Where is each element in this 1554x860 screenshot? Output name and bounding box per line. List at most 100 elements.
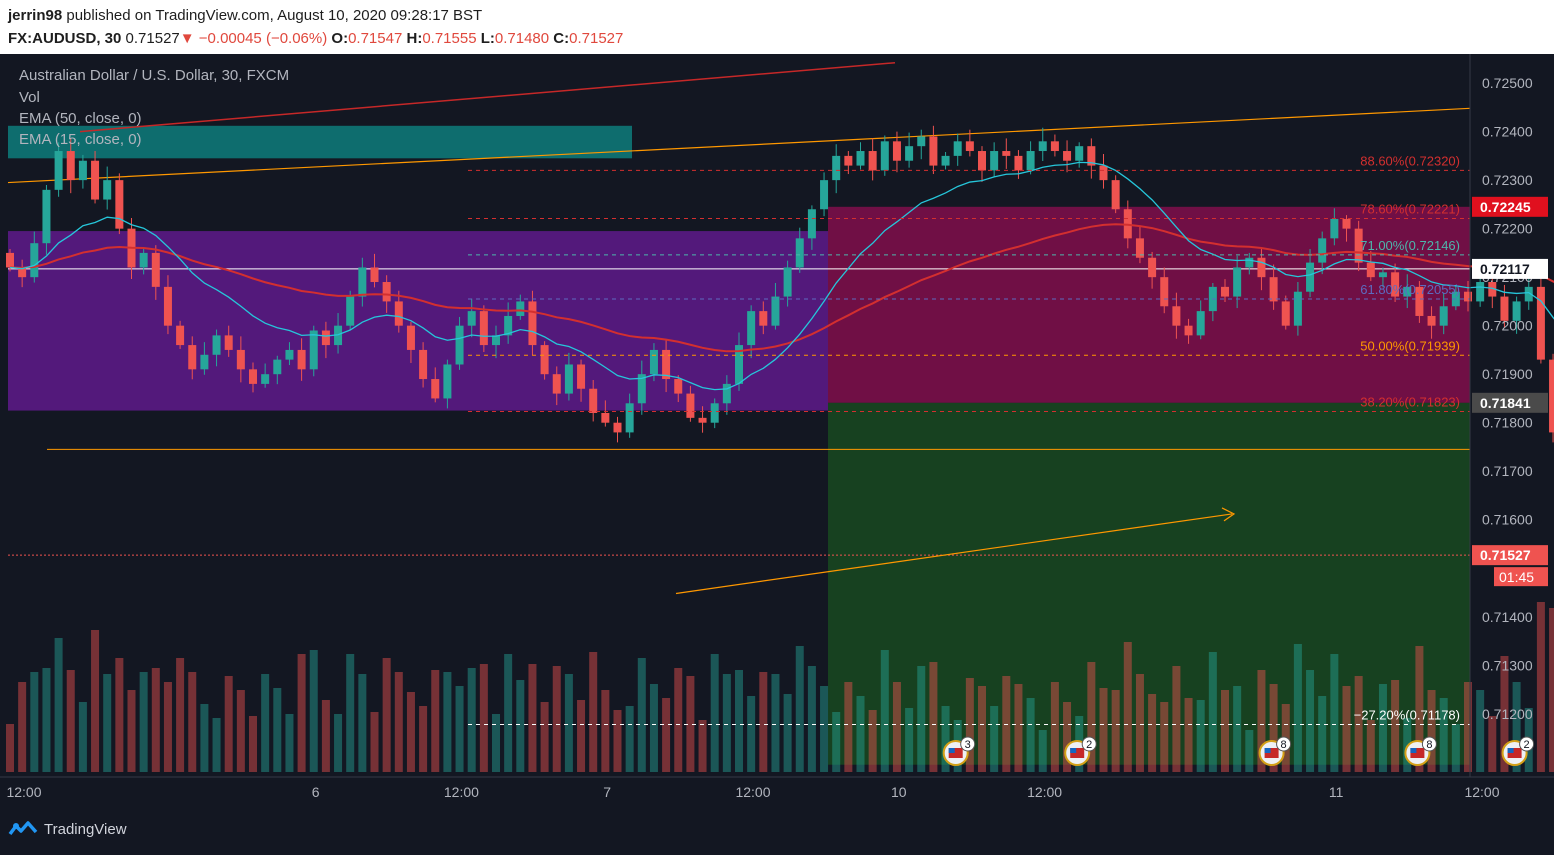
candle (30, 231, 39, 283)
candle (1063, 140, 1072, 173)
price-tick-label: 0.71600 (1482, 512, 1533, 528)
candle (1524, 278, 1533, 310)
candle (54, 142, 63, 197)
candle (103, 166, 112, 210)
economic-event[interactable]: 8 (1404, 736, 1437, 766)
flag-stripe-icon (1070, 748, 1085, 758)
volume-bar (1087, 662, 1096, 772)
candle (139, 249, 148, 275)
legend-ema50[interactable]: EMA (50, close, 0) (19, 110, 142, 127)
candle (1172, 292, 1181, 339)
candle (832, 144, 841, 194)
brand-name: TradingView (44, 820, 127, 838)
candle-body (880, 141, 889, 171)
volume-bar (1378, 684, 1387, 772)
legend-title[interactable]: Australian Dollar / U.S. Dollar, 30, FXC… (19, 67, 290, 84)
volume-bar (807, 666, 816, 772)
candle-body (370, 267, 379, 283)
volume-bar (601, 690, 610, 772)
candle-body (115, 180, 124, 229)
candle-body (66, 151, 75, 181)
candle (892, 131, 901, 173)
candle (309, 325, 318, 377)
time-tick-label: 12:00 (1027, 784, 1062, 800)
volume-bar (1415, 646, 1424, 772)
candle-body (1135, 238, 1144, 258)
volume-bar (1439, 698, 1448, 772)
candle (1391, 263, 1400, 302)
volume-bar (1038, 730, 1047, 772)
candle-body (419, 349, 428, 380)
volume-bar (1172, 666, 1181, 772)
price-tag-box (1472, 392, 1548, 413)
economic-event[interactable]: 2 (1501, 736, 1535, 766)
candle (236, 336, 245, 383)
close-label: C: (553, 30, 570, 47)
candle-body (1549, 359, 1554, 433)
candle (492, 325, 500, 359)
candle (880, 135, 889, 176)
candle (601, 400, 610, 427)
volume-bar (1318, 696, 1327, 772)
volume-bar (1257, 670, 1266, 772)
price-tag: 0.71527 (1472, 545, 1548, 566)
candle-body (601, 413, 610, 423)
candle (795, 227, 804, 273)
fib-level: 78.60%(0.72221) (468, 201, 1470, 219)
price-chart[interactable]: 88.60%(0.72320) 78.60%(0.72221) 71.00%(0.7… (0, 54, 1554, 855)
candle (759, 301, 768, 335)
flag-canton-icon (1070, 748, 1077, 753)
volume-bar (613, 710, 622, 772)
volume-bar (528, 664, 537, 772)
publisher-name[interactable]: jerrin98 (8, 7, 63, 24)
fib-label: 78.60%(0.72221) (1360, 201, 1460, 216)
volume-bar (176, 658, 185, 772)
economic-event[interactable]: 8 (1258, 736, 1292, 766)
candle (613, 416, 622, 443)
fib-level: −27.20%(0.71178) (468, 707, 1470, 725)
candle (1184, 318, 1193, 344)
legend-vol[interactable]: Vol (19, 89, 40, 106)
candle (479, 305, 488, 353)
candle (540, 341, 549, 380)
candle-body (674, 379, 683, 394)
chart-canvas[interactable]: 88.60%(0.72320) 78.60%(0.72221) 71.00%(0.7… (0, 54, 1554, 855)
fib-label: 61.80%(0.72055) (1360, 282, 1460, 297)
candle (224, 325, 233, 357)
volume-bar (431, 670, 440, 772)
volume-bar (1330, 654, 1339, 772)
economic-event[interactable]: 3 (942, 736, 976, 766)
price-tag: 0.72117 (1472, 258, 1548, 279)
volume-bar (698, 720, 707, 772)
volume-bar (1464, 682, 1472, 772)
open-value: 0.71547 (348, 30, 403, 47)
volume-bar (6, 724, 14, 772)
volume-bar (735, 670, 743, 772)
volume-bar (564, 674, 573, 772)
candle-body (807, 209, 816, 239)
candle-body (735, 345, 743, 384)
tradingview-logo[interactable]: TradingView (8, 820, 127, 838)
volume-bar (965, 678, 974, 772)
candle-body (224, 335, 233, 350)
candle (1378, 267, 1387, 288)
candle (321, 321, 330, 359)
volume-bar (285, 714, 294, 772)
legend-ema15[interactable]: EMA (15, close, 0) (19, 131, 142, 148)
candle-body (540, 345, 549, 375)
volume-bar (1427, 690, 1436, 772)
economic-event[interactable]: 2 (1064, 736, 1097, 766)
candle (1549, 353, 1554, 443)
volume-bar (236, 690, 245, 772)
candle-body (953, 141, 962, 156)
candle-body (1500, 296, 1509, 321)
ema50-line (9, 223, 1554, 353)
volume-bar (1026, 698, 1035, 772)
volume-bar (66, 670, 75, 772)
candle-body (1318, 238, 1327, 263)
projection-arrowhead (1221, 507, 1236, 522)
volume-bar (1512, 682, 1521, 772)
candle-body (212, 335, 221, 355)
candle-body (990, 151, 999, 171)
volume-bar (783, 694, 792, 772)
